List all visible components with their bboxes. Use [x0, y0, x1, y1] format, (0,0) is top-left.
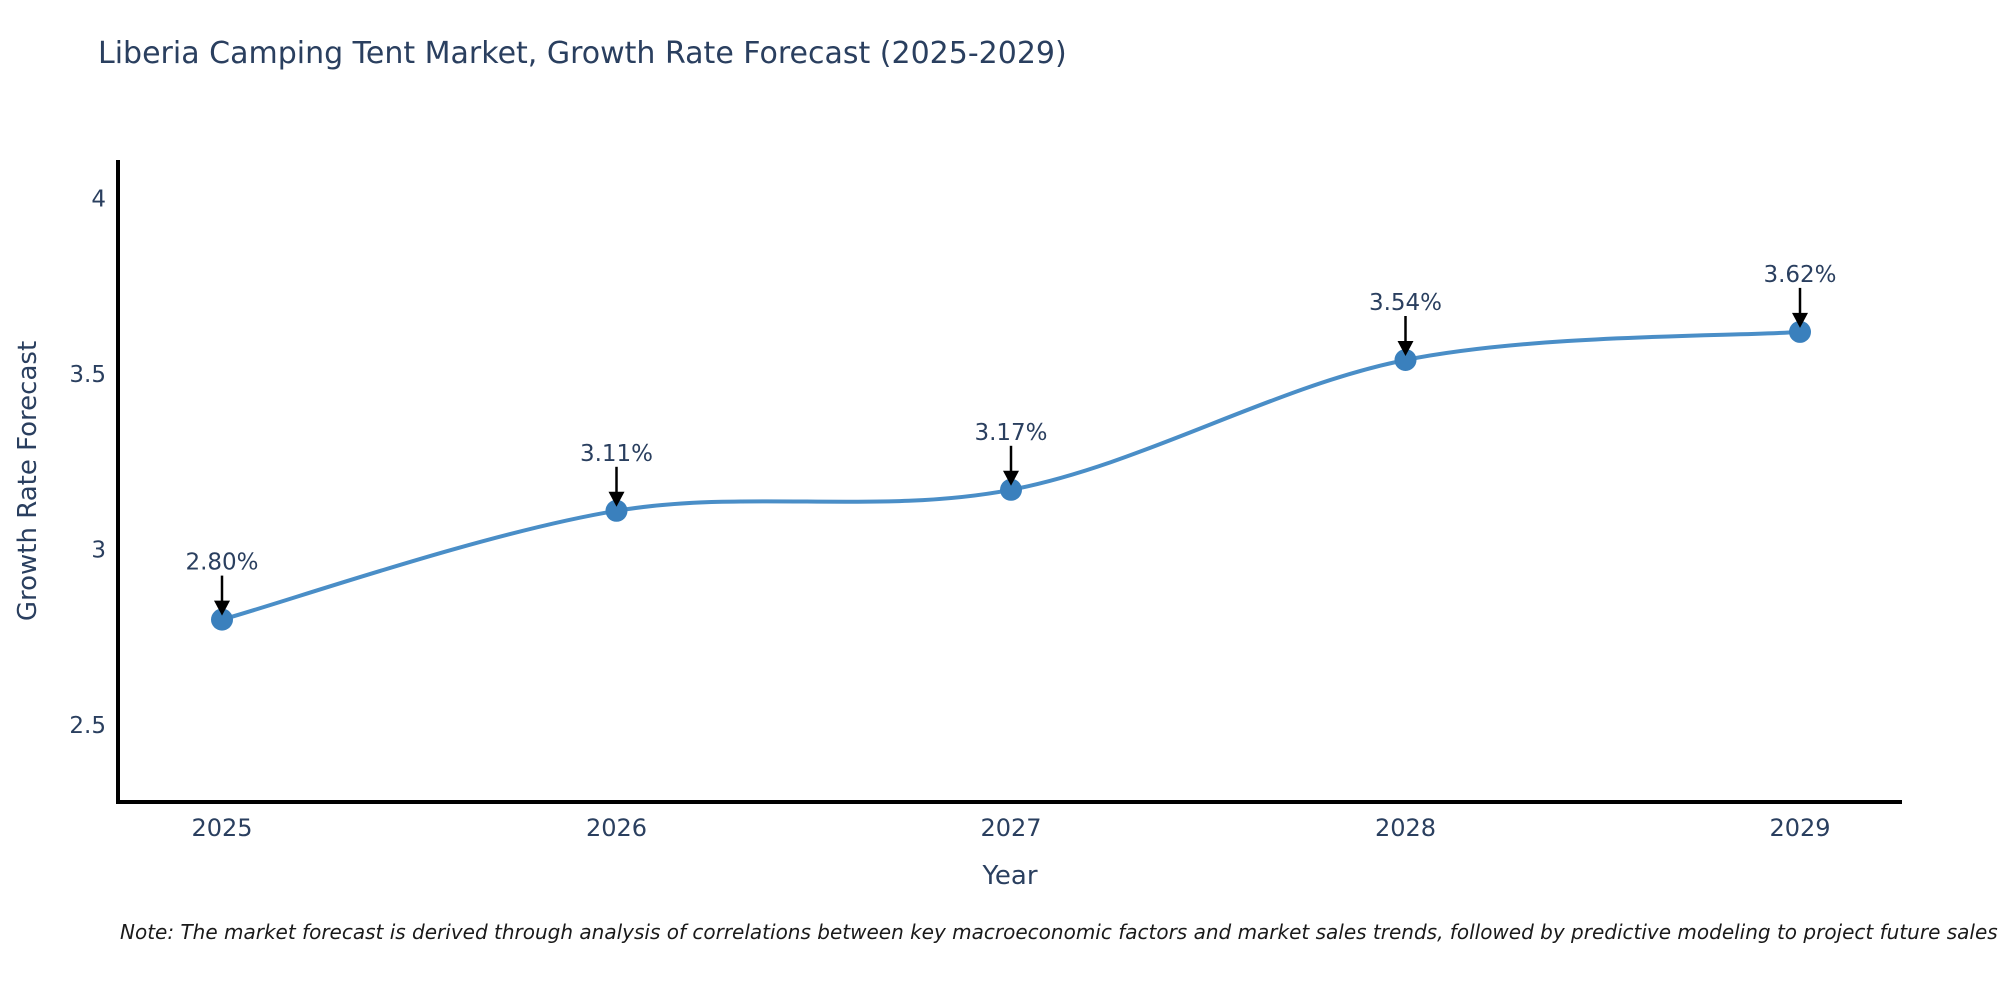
- point-annotation-label: 3.54%: [1369, 290, 1442, 316]
- x-tick-label: 2028: [1375, 814, 1436, 842]
- y-tick-label: 3: [91, 537, 106, 563]
- x-tick-label: 2025: [191, 814, 252, 842]
- point-annotation-label: 3.17%: [974, 420, 1047, 446]
- chart-title: Liberia Camping Tent Market, Growth Rate…: [98, 36, 1067, 71]
- data-point-marker: [1000, 478, 1022, 501]
- annotation-arrowhead-icon: [214, 600, 230, 616]
- y-tick-label: 3.5: [69, 362, 106, 388]
- footnote: Note: The market forecast is derived thr…: [120, 920, 1998, 944]
- x-tick-label: 2027: [980, 814, 1041, 842]
- x-axis-title: Year: [982, 861, 1038, 891]
- annotation-arrowhead-icon: [1003, 470, 1019, 486]
- annotation-arrowhead-icon: [1397, 341, 1414, 356]
- annotation-arrowhead-icon: [608, 491, 625, 507]
- data-point-marker: [1394, 349, 1417, 371]
- y-tick-label: 4: [91, 187, 106, 213]
- x-tick-label: 2029: [1769, 814, 1830, 842]
- annotation-arrowhead-icon: [1792, 312, 1808, 328]
- point-annotation-label: 2.80%: [185, 550, 258, 576]
- data-point-marker: [211, 608, 233, 631]
- x-tick-label: 2026: [586, 814, 647, 842]
- data-point-marker: [1789, 320, 1811, 343]
- point-annotation-label: 3.62%: [1763, 262, 1836, 288]
- data-point-marker: [605, 499, 628, 522]
- point-annotation-label: 3.11%: [580, 441, 653, 467]
- y-tick-label: 2.5: [69, 713, 106, 739]
